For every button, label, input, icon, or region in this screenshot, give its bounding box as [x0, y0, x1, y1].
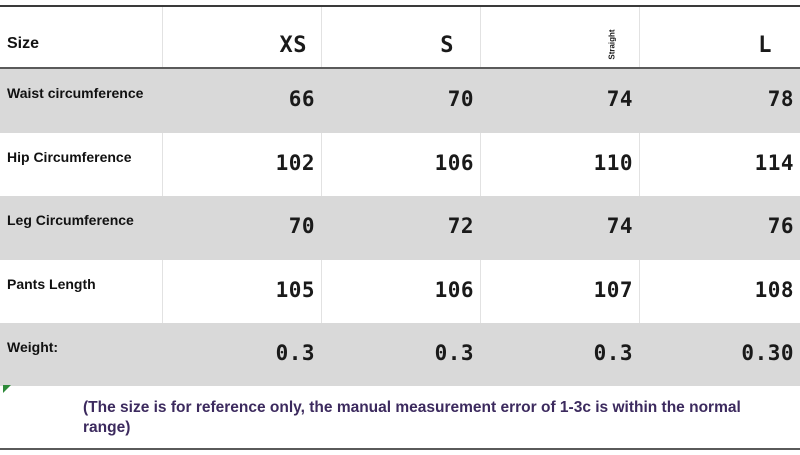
table-cell: 72	[447, 214, 474, 238]
table-cell: 66	[288, 87, 315, 111]
top-rule	[0, 5, 800, 7]
table-cell: 0.3	[434, 341, 474, 365]
row-label: Hip Circumference	[7, 149, 132, 165]
table-row: Pants Length 105 106 107 108	[0, 260, 800, 323]
table-cell: 108	[754, 278, 794, 302]
table-cell: 74	[606, 87, 633, 111]
header-row: Size XS S Straight L	[0, 7, 800, 67]
row-label: Waist circumference	[7, 85, 144, 101]
table-cell: 70	[447, 87, 474, 111]
table-cell: 70	[288, 214, 315, 238]
table-cell: 102	[275, 151, 315, 175]
row-label: Weight:	[7, 339, 59, 355]
table-row: Waist circumference 66 70 74 78	[0, 69, 800, 133]
size-header-s: S	[440, 33, 454, 58]
table-cell: 107	[593, 278, 633, 302]
table-row: Weight: 0.3 0.3 0.3 0.30	[0, 323, 800, 386]
table-cell: 106	[434, 151, 474, 175]
size-header-xs: XS	[279, 33, 307, 58]
header-rule	[0, 67, 800, 69]
table-cell: 106	[434, 278, 474, 302]
row-label: Pants Length	[7, 276, 96, 292]
rotated-note-straight: Straight	[607, 29, 617, 60]
table-cell: 0.3	[593, 341, 633, 365]
table-cell: 110	[593, 151, 633, 175]
bottom-rule	[0, 448, 800, 450]
size-header-l: L	[758, 33, 772, 58]
table-row: Hip Circumference 102 106 110 114	[0, 133, 800, 196]
table-cell: 0.30	[741, 341, 794, 365]
table-cell: 105	[275, 278, 315, 302]
row-label-size: Size	[7, 35, 40, 52]
reference-note: (The size is for reference only, the man…	[83, 399, 741, 436]
table-cell: 74	[606, 214, 633, 238]
table-cell: 114	[754, 151, 794, 175]
table-row: Leg Circumference 70 72 74 76	[0, 196, 800, 260]
table-cell: 76	[767, 214, 794, 238]
table-cell: 78	[767, 87, 794, 111]
corner-mark	[3, 385, 11, 393]
row-label: Leg Circumference	[7, 212, 134, 228]
table-cell: 0.3	[275, 341, 315, 365]
